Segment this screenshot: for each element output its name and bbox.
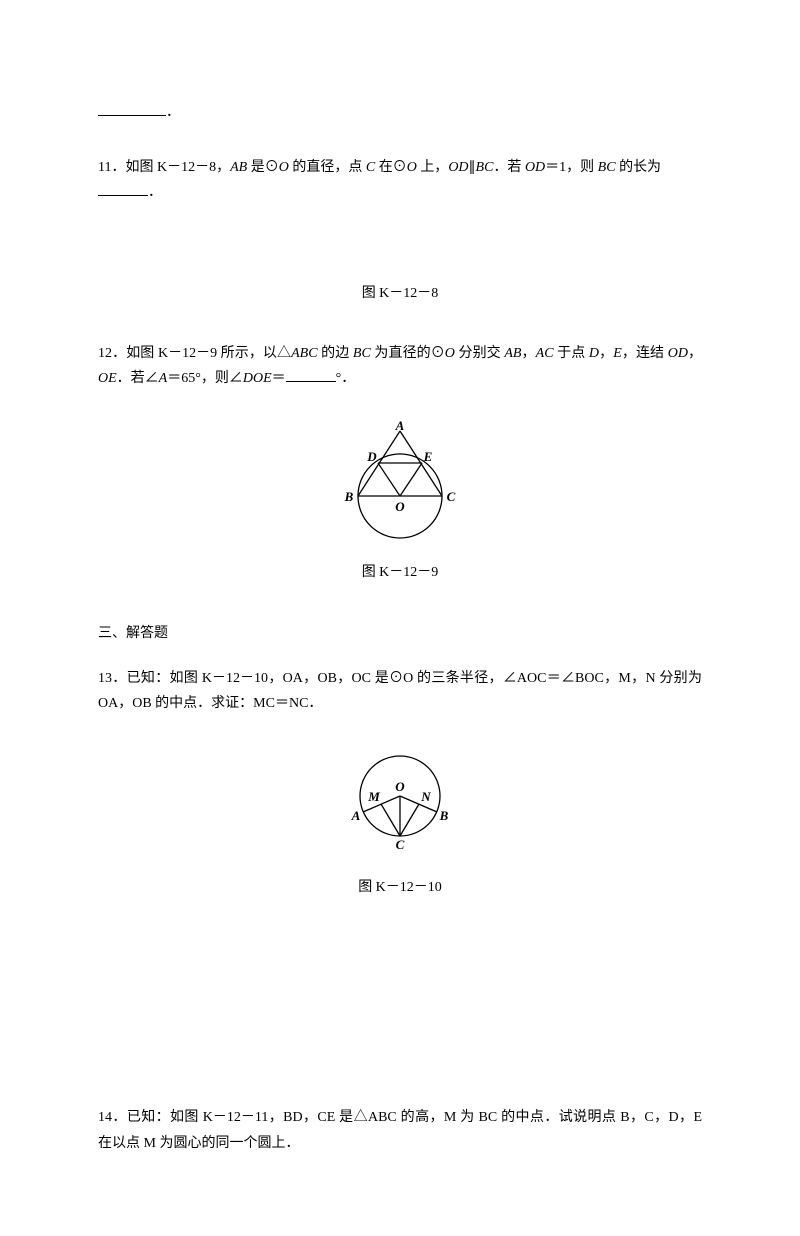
t: 在⊙ [375, 160, 407, 175]
oe: OE [98, 371, 117, 386]
od: OD [448, 160, 468, 175]
t: 的边 [318, 346, 353, 361]
t: ．若∠ [117, 371, 159, 386]
blank-fill [286, 367, 336, 382]
q12-num: 12． [98, 346, 126, 361]
c: C [366, 160, 375, 175]
diagram-10-svg: O M N A B C [330, 746, 470, 856]
e: E [613, 346, 622, 361]
q14-num: 14． [98, 1110, 127, 1125]
q11-num: 11． [98, 160, 125, 175]
q10-tail: ． [98, 100, 702, 125]
t: ＝ [272, 371, 286, 386]
period: ． [166, 105, 180, 120]
diagram-9-svg: A B C D E O [325, 421, 475, 541]
figure-9: A B C D E O [98, 421, 702, 550]
d: D [589, 346, 599, 361]
bc: BC [476, 160, 494, 175]
t: ，连结 [622, 346, 664, 361]
t: 如图 K－12－8， [125, 160, 230, 175]
label-o: O [395, 499, 405, 514]
figure-10: O M N A B C [98, 746, 702, 865]
t: 是⊙ [247, 160, 279, 175]
t: ．若 [493, 160, 525, 175]
deg: °． [336, 371, 356, 386]
q11: 11．如图 K－12－8，AB 是⊙O 的直径，点 C 在⊙O 上，OD∥BC．… [98, 155, 702, 205]
t: ， [599, 346, 613, 361]
t: 分别交 [455, 346, 504, 361]
label-d: D [366, 449, 377, 464]
label-a: A [395, 421, 405, 433]
figure-caption-9: 图 K－12－9 [98, 560, 702, 585]
ac: AC [536, 346, 554, 361]
label-a: A [351, 808, 361, 823]
doe: DOE [243, 371, 272, 386]
t: ＝65°，则∠ [167, 371, 243, 386]
section-3-heading: 三、解答题 [98, 621, 702, 646]
figure-caption-10: 图 K－12－10 [98, 875, 702, 900]
t: 如图 K－12－9 所示，以△ [126, 346, 291, 361]
blank-fill [98, 181, 148, 196]
t: 于点 [554, 346, 589, 361]
label-n: N [420, 789, 431, 804]
t: ＝1，则 [545, 160, 598, 175]
label-e: E [423, 449, 433, 464]
label-m: M [367, 789, 380, 804]
abc: ABC [291, 346, 317, 361]
label-b: B [344, 489, 354, 504]
q13-text: 已知：如图 K－12－10，OA，OB，OC 是⊙O 的三条半径，∠AOC＝∠B… [98, 671, 702, 711]
t: 为直径的⊙ [371, 346, 445, 361]
o: O [445, 346, 455, 361]
q13: 13．已知：如图 K－12－10，OA，OB，OC 是⊙O 的三条半径，∠AOC… [98, 666, 702, 716]
t: 的直径，点 [289, 160, 366, 175]
od: OD [668, 346, 688, 361]
page-content: ． 11．如图 K－12－8，AB 是⊙O 的直径，点 C 在⊙O 上，OD∥B… [0, 0, 800, 1236]
label-c: C [447, 489, 456, 504]
t: ∥ [469, 160, 476, 175]
q12: 12．如图 K－12－9 所示，以△ABC 的边 BC 为直径的⊙O 分别交 A… [98, 341, 702, 391]
blank-fill [98, 101, 166, 116]
q14-text: 已知：如图 K－12－11，BD，CE 是△ABC 的高，M 为 BC 的中点．… [98, 1110, 702, 1150]
figure-caption-8: 图 K－12－8 [98, 281, 702, 306]
bc: BC [353, 346, 371, 361]
q13-num: 13． [98, 671, 127, 686]
bc: BC [598, 160, 616, 175]
od: OD [525, 160, 545, 175]
label-c: C [396, 837, 405, 852]
q14: 14．已知：如图 K－12－11，BD，CE 是△ABC 的高，M 为 BC 的… [98, 1105, 702, 1155]
o: O [407, 160, 417, 175]
a: A [159, 371, 168, 386]
t: 上， [417, 160, 449, 175]
ab: AB [230, 160, 247, 175]
t: ， [688, 346, 702, 361]
t: 的长为 [616, 160, 662, 175]
ab: AB [504, 346, 521, 361]
t: ， [521, 346, 535, 361]
label-b: B [439, 808, 449, 823]
o: O [279, 160, 289, 175]
label-o: O [395, 779, 405, 794]
